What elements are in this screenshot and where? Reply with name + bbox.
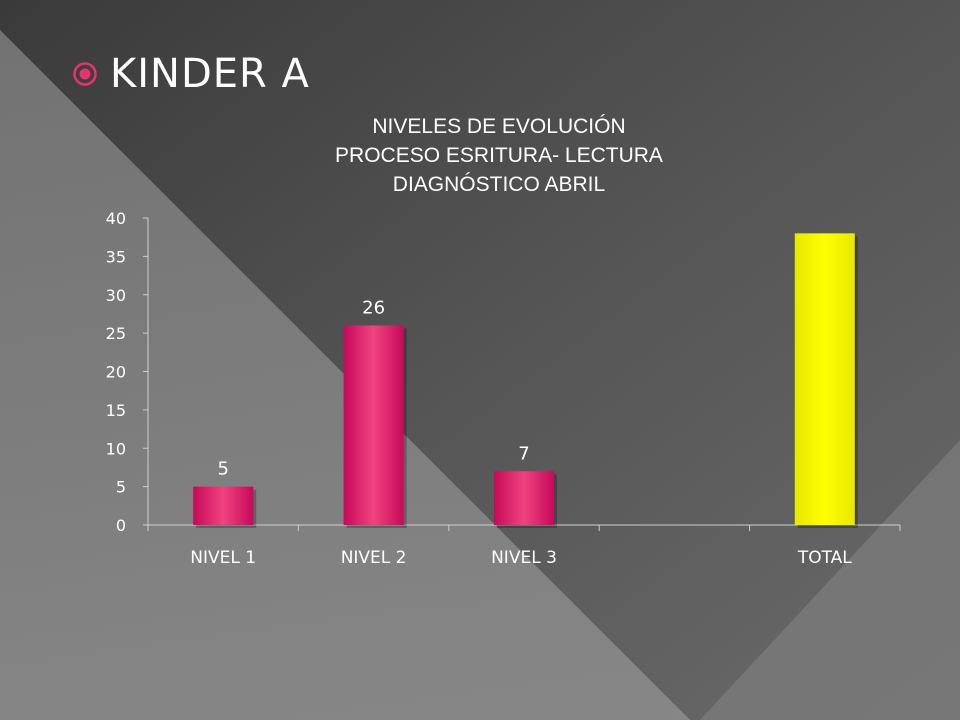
x-category-label: NIVEL 3 [491,548,557,568]
data-label: 5 [217,459,228,480]
data-label: 7 [518,443,529,464]
target-bullet-icon [73,62,97,86]
y-axis: 0 5 10 15 20 25 30 35 40 [106,209,149,535]
y-tick-label: 40 [106,209,126,228]
chart-title: NIVELES DE EVOLUCIÓN PROCESO ESRITURA- LE… [335,115,663,196]
y-tick-label: 5 [116,478,126,497]
y-tick-label: 10 [106,439,126,458]
data-labels: 5 26 7 [217,297,529,479]
bar-nivel-2 [343,325,404,525]
y-tick-label: 20 [106,363,126,382]
bars [193,233,858,528]
x-category-label: NIVEL 2 [341,548,407,568]
slide-heading: KINDER A [72,50,310,98]
x-category-label: TOTAL [797,548,852,568]
chart-title-line-2: PROCESO ESRITURA- LECTURA [335,144,663,167]
x-category-label: NIVEL 1 [190,548,256,568]
x-axis: NIVEL 1 NIVEL 2 NIVEL 3 TOTAL [147,524,901,568]
chart-title-line-1: NIVELES DE EVOLUCIÓN [372,115,625,138]
bar-total [794,233,855,525]
y-tick-label: 0 [116,516,126,535]
data-label: 26 [362,297,385,318]
bar-nivel-3 [494,471,554,525]
heading-text: KINDER A [110,51,310,97]
y-tick-label: 15 [106,401,126,420]
chart-title-line-3: DIAGNÓSTICO ABRIL [393,173,605,196]
y-tick-label: 25 [106,324,126,343]
bar-nivel-1 [193,486,254,525]
y-tick-label: 30 [106,286,126,305]
y-tick-label: 35 [106,247,126,266]
